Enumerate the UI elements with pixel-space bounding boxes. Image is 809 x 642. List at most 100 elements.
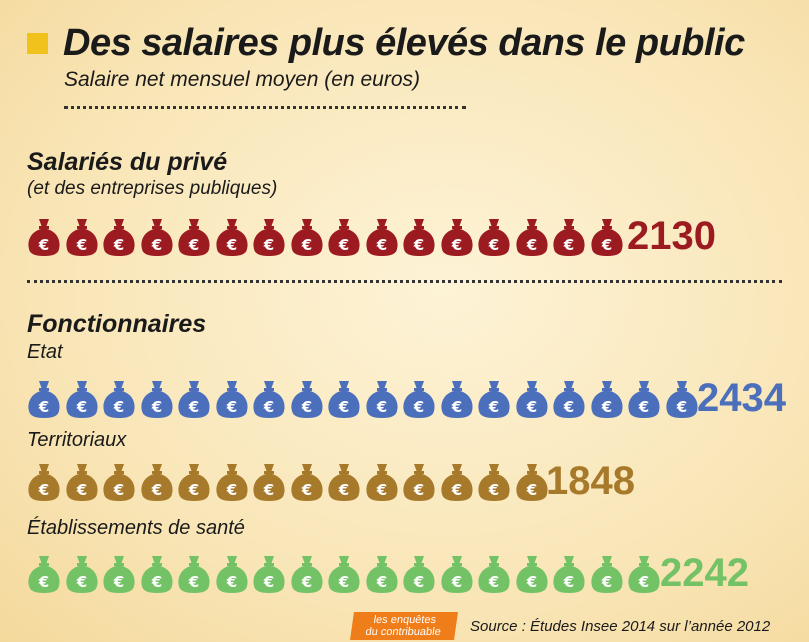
svg-text:€: € bbox=[263, 398, 274, 416]
svg-text:€: € bbox=[113, 573, 124, 591]
svg-text:€: € bbox=[563, 236, 574, 254]
svg-text:€: € bbox=[188, 573, 199, 591]
money-bag-euro-icon: € bbox=[590, 552, 624, 594]
money-bag-euro-icon: € bbox=[590, 215, 624, 257]
svg-text:€: € bbox=[225, 236, 236, 254]
svg-text:€: € bbox=[113, 398, 124, 416]
money-bag-euro-icon: € bbox=[515, 377, 549, 419]
value-territoriaux: 1848 bbox=[546, 459, 635, 503]
money-bag-euro-icon: € bbox=[102, 460, 136, 502]
money-bag-euro-icon: € bbox=[327, 377, 361, 419]
svg-text:€: € bbox=[375, 398, 386, 416]
svg-text:€: € bbox=[563, 573, 574, 591]
section-subtitle-prive: (et des entreprises publiques) bbox=[27, 178, 278, 199]
money-bag-euro-icon: € bbox=[365, 460, 399, 502]
money-bag-euro-icon: € bbox=[365, 552, 399, 594]
money-bag-euro-icon: € bbox=[252, 377, 286, 419]
svg-text:€: € bbox=[488, 481, 499, 499]
money-bag-euro-icon: € bbox=[552, 377, 586, 419]
svg-text:€: € bbox=[300, 481, 311, 499]
money-bag-euro-icon: € bbox=[140, 377, 174, 419]
bag-row-sante: € € € € € € € € € € € € € € € € € bbox=[27, 552, 665, 594]
row-label-sante: Établissements de santé bbox=[27, 517, 245, 539]
money-bag-euro-icon: € bbox=[27, 552, 61, 594]
money-bag-euro-icon: € bbox=[177, 215, 211, 257]
money-bag-euro-icon: € bbox=[477, 377, 511, 419]
money-bag-euro-icon: € bbox=[515, 215, 549, 257]
money-bag-euro-icon: € bbox=[627, 377, 661, 419]
money-bag-euro-icon: € bbox=[552, 552, 586, 594]
money-bag-euro-icon: € bbox=[402, 552, 436, 594]
svg-text:€: € bbox=[450, 573, 461, 591]
bag-row-prive: € € € € € € € € € € € € € € € € bbox=[27, 215, 627, 257]
svg-text:€: € bbox=[150, 398, 161, 416]
svg-text:€: € bbox=[675, 398, 686, 416]
svg-text:€: € bbox=[38, 573, 49, 591]
svg-text:€: € bbox=[150, 236, 161, 254]
svg-text:€: € bbox=[563, 398, 574, 416]
svg-text:€: € bbox=[488, 573, 499, 591]
value-etat: 2434 bbox=[697, 376, 786, 420]
svg-text:€: € bbox=[525, 236, 536, 254]
money-bag-euro-icon: € bbox=[402, 460, 436, 502]
svg-text:€: € bbox=[188, 236, 199, 254]
section-divider bbox=[27, 280, 782, 283]
money-bag-euro-icon: € bbox=[440, 215, 474, 257]
svg-text:€: € bbox=[413, 236, 424, 254]
money-bag-euro-icon: € bbox=[515, 460, 549, 502]
money-bag-euro-icon: € bbox=[402, 377, 436, 419]
money-bag-euro-icon: € bbox=[102, 215, 136, 257]
svg-text:€: € bbox=[38, 398, 49, 416]
value-prive: 2130 bbox=[627, 214, 716, 258]
money-bag-euro-icon: € bbox=[552, 215, 586, 257]
svg-text:€: € bbox=[413, 573, 424, 591]
money-bag-euro-icon: € bbox=[290, 552, 324, 594]
money-bag-euro-icon: € bbox=[365, 377, 399, 419]
money-bag-euro-icon: € bbox=[252, 552, 286, 594]
svg-text:€: € bbox=[338, 481, 349, 499]
money-bag-euro-icon: € bbox=[215, 460, 249, 502]
money-bag-euro-icon: € bbox=[215, 215, 249, 257]
svg-text:€: € bbox=[188, 481, 199, 499]
money-bag-euro-icon: € bbox=[515, 552, 549, 594]
money-bag-euro-icon: € bbox=[177, 377, 211, 419]
svg-text:€: € bbox=[638, 398, 649, 416]
money-bag-euro-icon: € bbox=[27, 377, 61, 419]
svg-text:€: € bbox=[638, 573, 649, 591]
svg-text:€: € bbox=[75, 398, 86, 416]
svg-text:€: € bbox=[375, 236, 386, 254]
svg-text:€: € bbox=[488, 398, 499, 416]
money-bag-euro-icon: € bbox=[402, 215, 436, 257]
svg-text:€: € bbox=[225, 481, 236, 499]
svg-text:€: € bbox=[338, 236, 349, 254]
title-marker bbox=[27, 33, 48, 54]
money-bag-euro-icon: € bbox=[627, 552, 661, 594]
money-bag-euro-icon: € bbox=[290, 460, 324, 502]
money-bag-euro-icon: € bbox=[252, 460, 286, 502]
money-bag-euro-icon: € bbox=[215, 552, 249, 594]
money-bag-euro-icon: € bbox=[365, 215, 399, 257]
svg-text:€: € bbox=[263, 236, 274, 254]
money-bag-euro-icon: € bbox=[290, 377, 324, 419]
svg-text:€: € bbox=[338, 573, 349, 591]
money-bag-euro-icon: € bbox=[477, 552, 511, 594]
page-title: Des salaires plus élevés dans le public bbox=[63, 22, 745, 64]
section-title-fonctionnaires: Fonctionnaires bbox=[27, 310, 207, 338]
svg-text:€: € bbox=[375, 481, 386, 499]
money-bag-euro-icon: € bbox=[140, 552, 174, 594]
svg-text:€: € bbox=[375, 573, 386, 591]
svg-text:€: € bbox=[75, 236, 86, 254]
svg-text:€: € bbox=[600, 398, 611, 416]
svg-text:€: € bbox=[38, 236, 49, 254]
svg-text:€: € bbox=[450, 398, 461, 416]
svg-text:€: € bbox=[75, 481, 86, 499]
svg-text:€: € bbox=[150, 573, 161, 591]
svg-text:€: € bbox=[413, 398, 424, 416]
money-bag-euro-icon: € bbox=[65, 460, 99, 502]
source-note: Source : Études Insee 2014 sur l’année 2… bbox=[470, 618, 771, 635]
money-bag-euro-icon: € bbox=[27, 460, 61, 502]
money-bag-euro-icon: € bbox=[27, 215, 61, 257]
svg-text:€: € bbox=[225, 398, 236, 416]
money-bag-euro-icon: € bbox=[440, 377, 474, 419]
svg-text:€: € bbox=[450, 236, 461, 254]
